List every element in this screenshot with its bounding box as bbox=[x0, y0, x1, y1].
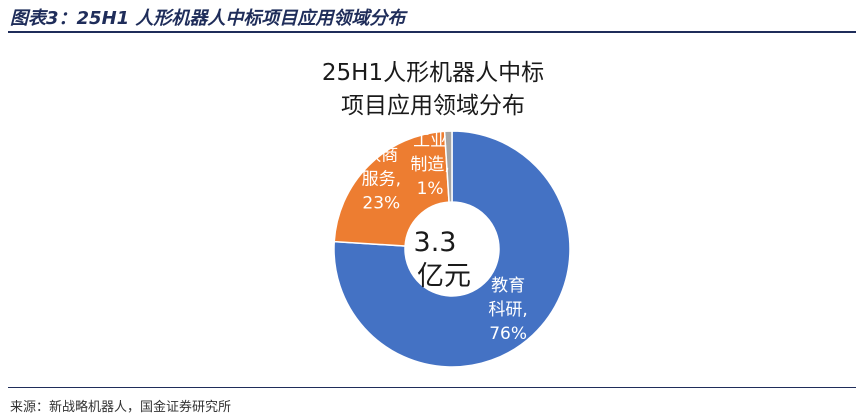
chart-title-line-1: 25H1人形机器人中标 bbox=[322, 60, 544, 86]
slice-data-label: 工业 bbox=[413, 131, 447, 151]
source-divider bbox=[8, 387, 856, 388]
donut-slices bbox=[333, 130, 571, 368]
center-label-unit: 亿元 bbox=[417, 261, 471, 292]
slice-data-label: 政商 bbox=[364, 145, 398, 165]
slice-data-label: 76% bbox=[489, 324, 527, 344]
donut-slice bbox=[333, 130, 450, 247]
slice-data-label: 23% bbox=[362, 193, 400, 213]
figure-caption: 图表3：25H1 人形机器人中标项目应用领域分布 bbox=[10, 8, 406, 29]
center-label-value: 3.3 bbox=[414, 227, 457, 258]
chart-title-line-2: 项目应用领域分布 bbox=[341, 93, 525, 119]
caption-divider bbox=[8, 31, 856, 33]
slice-data-label: 1% bbox=[417, 179, 444, 199]
slice-data-label: 教育 bbox=[491, 276, 525, 296]
donut-slice bbox=[443, 130, 453, 203]
slice-data-label: 制造, bbox=[410, 155, 449, 175]
source-note: 来源：新战略机器人，国金证券研究所 bbox=[10, 400, 232, 415]
donut-slice bbox=[333, 130, 571, 368]
slice-data-label: 科研, bbox=[488, 300, 527, 320]
slice-data-label: 服务, bbox=[362, 169, 401, 189]
